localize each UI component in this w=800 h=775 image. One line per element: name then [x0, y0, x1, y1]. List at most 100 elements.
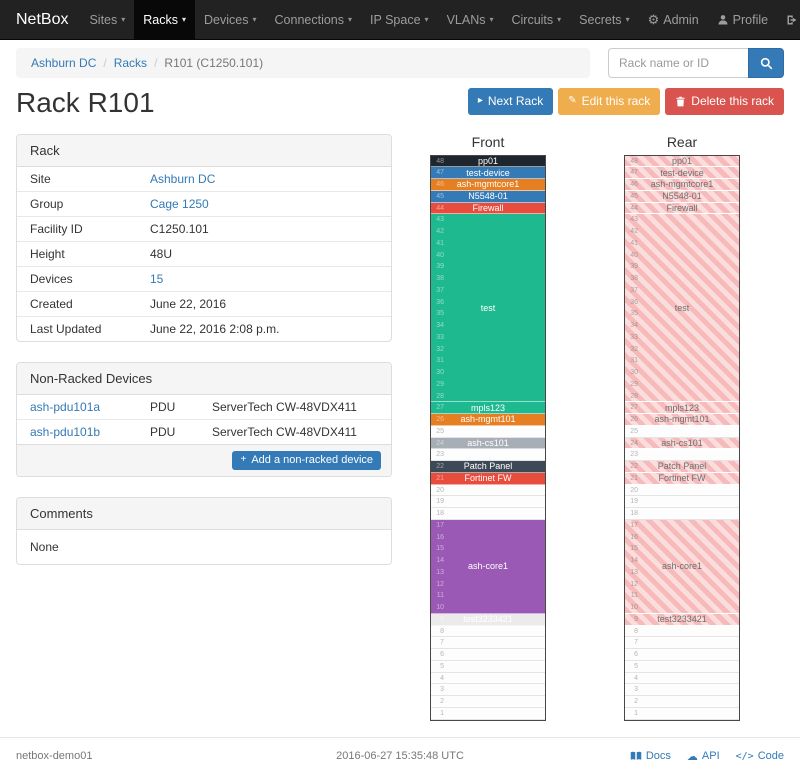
front-elevation-title: Front — [471, 133, 505, 150]
unit-number: 3 — [634, 686, 638, 694]
nav-item-logout[interactable]: Log out — [777, 0, 800, 39]
nav-item-sites[interactable]: Sites ▾ — [80, 0, 134, 39]
rack-device-label: pp01 — [671, 155, 693, 166]
rack-device[interactable]: pp01 48 — [625, 155, 739, 168]
rack-device[interactable]: ash-mgmt101 26 — [431, 414, 545, 426]
rack-device[interactable]: ash-core1 17 16 15 14 13 12 11 10 — [625, 519, 739, 614]
rack-device[interactable]: ash-mgmt101 26 — [625, 414, 739, 426]
unit-number: 2 — [634, 698, 638, 706]
add-non-racked-device-button[interactable]: + Add a non-racked device — [232, 450, 381, 470]
rack-device-label: N5548-01 — [468, 191, 508, 202]
rack-device-label: test-device — [660, 167, 704, 178]
api-link[interactable]: ☁ API — [687, 750, 720, 763]
rack-device[interactable]: Patch Panel 22 — [431, 461, 545, 473]
unit-number: 9 — [634, 615, 638, 623]
nav-item-ip-space[interactable]: IP Space ▾ — [361, 0, 438, 39]
rear-rack-elevation: pp01 48 test-device 47 ash-mgmtcore1 46 N5548-… — [624, 154, 740, 721]
docs-link[interactable]: Docs — [630, 750, 671, 763]
breadcrumb-row: Ashburn DC / Racks / R101 (C1250.101) — [16, 48, 784, 78]
unit-number: 26 — [436, 416, 444, 424]
rack-empty-unit: 3 — [625, 684, 739, 697]
unit-number: 5 — [440, 662, 444, 670]
unit-number: 44 — [436, 204, 444, 212]
edit-rack-button[interactable]: ✎ Edit this rack — [558, 88, 661, 115]
rack-empty-unit: 25 — [431, 425, 545, 438]
netbox-brand[interactable]: NetBox — [16, 11, 69, 28]
rack-empty-unit: 19 — [625, 496, 739, 509]
unit-number: 4 — [634, 674, 638, 682]
unit-number: 14 — [630, 557, 638, 565]
rack-device[interactable]: test 43 42 41 40 39 38 37 36 35 34 33 32 31 30 29 28 — [431, 214, 545, 403]
devices-count-link[interactable]: 15 — [150, 271, 164, 286]
delete-rack-button[interactable]: Delete this rack — [665, 88, 784, 115]
search-input[interactable] — [608, 48, 748, 78]
site-link[interactable]: Ashburn DC — [150, 171, 216, 186]
attr-label: Last Updated — [17, 315, 137, 341]
rack-device[interactable]: test-device 47 — [625, 167, 739, 180]
nav-item-racks[interactable]: Racks ▾ — [134, 0, 196, 39]
unit-number: 8 — [440, 627, 444, 635]
unit-number: 12 — [630, 580, 638, 588]
group-link[interactable]: Cage 1250 — [150, 196, 209, 211]
unit-number: 11 — [630, 592, 638, 600]
nav-item-vlans[interactable]: VLANs ▾ — [438, 0, 503, 39]
device-link[interactable]: ash-pdu101b — [30, 424, 101, 439]
unit-number: 7 — [440, 639, 444, 647]
rack-device[interactable]: ash-mgmtcore1 46 — [431, 179, 545, 191]
unit-number: 12 — [436, 580, 444, 588]
rack-device[interactable]: Patch Panel 22 — [625, 461, 739, 473]
next-rack-button[interactable]: ▸ Next Rack — [467, 88, 554, 115]
unit-number: 24 — [630, 439, 638, 447]
rack-device[interactable]: ash-mgmtcore1 46 — [625, 179, 739, 191]
cloud-icon: ☁ — [686, 750, 698, 763]
code-link[interactable]: </> Code — [736, 750, 784, 763]
rack-device[interactable]: test3233421 9 — [625, 613, 739, 626]
unit-number: 27 — [630, 404, 638, 412]
unit-number: 10 — [630, 604, 638, 612]
unit-number: 33 — [436, 333, 444, 341]
rack-device[interactable]: pp01 48 — [431, 155, 545, 168]
rack-device[interactable]: mpls123 27 — [431, 402, 545, 415]
rack-device[interactable]: Fortinet FW 21 — [431, 472, 545, 485]
nav-item-devices[interactable]: Devices ▾ — [195, 0, 265, 39]
unit-number: 7 — [634, 639, 638, 647]
rack-device[interactable]: test 43 42 41 40 39 38 37 36 35 34 33 32 31 30 29 28 — [625, 214, 739, 403]
unit-number: 46 — [630, 181, 638, 189]
rack-device[interactable]: N5548-01 45 — [625, 190, 739, 203]
nav-item-connections[interactable]: Connections ▾ — [266, 0, 362, 39]
rack-device[interactable]: ash-core1 17 16 15 14 13 12 11 10 — [431, 519, 545, 614]
rack-device[interactable]: ash-cs101 24 — [625, 437, 739, 450]
rack-device[interactable]: Firewall 44 — [625, 202, 739, 215]
footer-links: Docs ☁ API </> Code — [564, 750, 784, 763]
nav-item-admin[interactable]: ⚙ Admin — [639, 0, 708, 39]
button-label: Next Rack — [487, 94, 544, 108]
rack-device[interactable]: Fortinet FW 21 — [625, 472, 739, 485]
rack-device[interactable]: test-device 47 — [431, 167, 545, 180]
attr-value: June 22, 2016 — [137, 290, 391, 317]
nav-item-circuits[interactable]: Circuits ▾ — [502, 0, 570, 39]
unit-number: 43 — [436, 216, 444, 224]
search-button[interactable] — [748, 48, 784, 78]
breadcrumb-link-racks[interactable]: Racks — [113, 56, 148, 70]
unit-number: 1 — [634, 709, 638, 717]
unit-number: 47 — [436, 169, 444, 177]
rack-empty-unit: 19 — [431, 496, 545, 509]
rack-device[interactable]: Firewall 44 — [431, 202, 545, 215]
rack-empty-unit: 3 — [431, 684, 545, 697]
rack-attributes-table: Site Ashburn DC Group Cage 1250 Facility I… — [17, 167, 391, 341]
device-link[interactable]: ash-pdu101a — [30, 399, 101, 414]
rack-device[interactable]: N5548-01 45 — [431, 190, 545, 203]
nav-item-secrets[interactable]: Secrets ▾ — [570, 0, 638, 39]
attr-row: Height 48U — [17, 240, 391, 267]
unit-number: 25 — [436, 427, 444, 435]
unit-number: 23 — [630, 451, 638, 459]
rack-device[interactable]: test3233421 9 — [431, 613, 545, 626]
breadcrumb-link-site[interactable]: Ashburn DC — [31, 56, 97, 70]
rack-device[interactable]: mpls123 27 — [625, 402, 739, 415]
chevron-down-icon: ▾ — [348, 14, 353, 24]
rack-device[interactable]: ash-cs101 24 — [431, 437, 545, 450]
unit-number: 22 — [436, 463, 444, 471]
nav-item-profile[interactable]: Profile — [708, 0, 777, 39]
unit-number: 40 — [630, 251, 638, 259]
unit-number: 18 — [630, 510, 638, 518]
